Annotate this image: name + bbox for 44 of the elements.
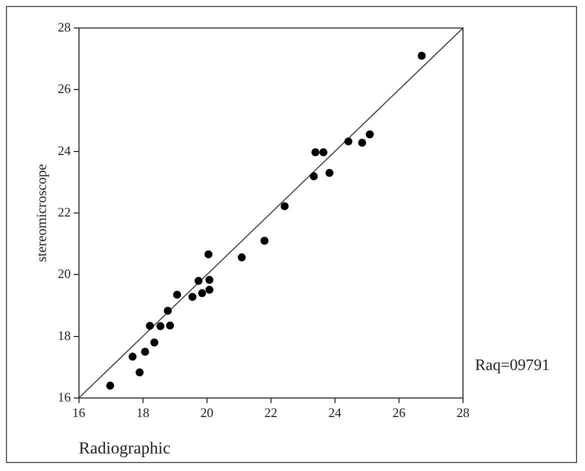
point bbox=[358, 138, 366, 147]
point bbox=[194, 276, 203, 285]
point bbox=[198, 289, 206, 298]
x-tick-label: 24 bbox=[328, 405, 342, 420]
point bbox=[260, 236, 268, 245]
y-tick-label: 16 bbox=[58, 389, 72, 404]
point bbox=[146, 322, 154, 330]
y-tick-label: 28 bbox=[58, 19, 71, 34]
point bbox=[141, 348, 150, 356]
x-tick-label: 20 bbox=[200, 405, 214, 420]
point bbox=[280, 202, 289, 210]
point bbox=[166, 322, 174, 330]
x-tick-label: 22 bbox=[264, 405, 278, 420]
x-tick-label: 16 bbox=[72, 405, 86, 420]
point bbox=[156, 322, 164, 330]
point bbox=[204, 250, 212, 258]
point bbox=[344, 137, 352, 146]
y-tick-label: 26 bbox=[58, 81, 72, 96]
point bbox=[164, 306, 172, 315]
y-tick-label: 20 bbox=[58, 266, 71, 282]
y-axis-title: stereomicroscope bbox=[35, 164, 50, 262]
x-axis-title: Radiographic bbox=[78, 438, 171, 458]
point bbox=[311, 148, 320, 156]
point bbox=[238, 253, 246, 262]
point bbox=[188, 292, 196, 301]
x-tick-label: 28 bbox=[456, 405, 470, 420]
point bbox=[173, 290, 182, 299]
point bbox=[150, 338, 158, 346]
x-tick-label: 18 bbox=[136, 405, 150, 420]
point bbox=[319, 148, 328, 156]
point bbox=[366, 130, 374, 138]
point bbox=[310, 172, 318, 180]
point bbox=[136, 368, 144, 376]
point bbox=[205, 286, 214, 294]
text: Raq=09791 bbox=[475, 357, 550, 374]
point bbox=[106, 382, 114, 390]
point bbox=[205, 276, 214, 284]
y-tick-label: 18 bbox=[58, 328, 71, 343]
point bbox=[418, 52, 426, 60]
point bbox=[128, 352, 137, 361]
x-tick-label: 26 bbox=[392, 405, 406, 420]
y-tick-label: 24 bbox=[58, 142, 72, 158]
point bbox=[325, 168, 334, 177]
y-tick-label: 22 bbox=[58, 204, 71, 220]
